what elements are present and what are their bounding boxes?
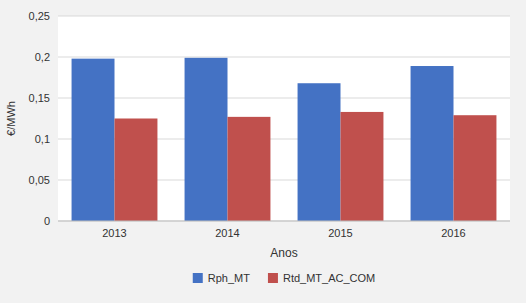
background (0, 0, 526, 303)
grid-line (58, 221, 510, 222)
x-tick-label: 2014 (215, 227, 239, 239)
legend-item: Rtd_MT_AC_COM (268, 272, 375, 284)
legend-item: Rph_MT (193, 272, 250, 284)
y-tick-label: 0,05 (29, 174, 50, 186)
y-tick-label: 0,2 (35, 51, 50, 63)
y-tick-label: 0,25 (29, 10, 50, 22)
bar (454, 115, 497, 221)
y-tick-label: 0,1 (35, 133, 50, 145)
bar (115, 119, 158, 222)
x-tick-label: 2015 (328, 227, 352, 239)
x-tick-label: 2016 (441, 227, 465, 239)
bar (298, 83, 341, 221)
bars (72, 58, 497, 221)
x-axis-line (58, 221, 510, 222)
y-axis: 0 0,05 0,1 0,15 0,2 0,25 (29, 10, 510, 227)
x-tick-label: 2013 (102, 227, 126, 239)
legend-label: Rph_MT (208, 272, 250, 284)
x-axis: 2013 2014 2015 2016 (58, 221, 510, 239)
bar (341, 112, 384, 221)
legend-label: Rtd_MT_AC_COM (283, 272, 375, 284)
x-axis-label: Anos (270, 246, 297, 260)
grid-line (58, 57, 510, 58)
bar (185, 58, 228, 221)
bar (411, 66, 454, 221)
legend: Rph_MT Rtd_MT_AC_COM (193, 272, 375, 284)
y-tick-label: 0,15 (29, 92, 50, 104)
bar (228, 117, 271, 221)
legend-swatch (268, 273, 278, 283)
legend-swatch (193, 273, 203, 283)
plot-area (58, 16, 510, 221)
bar (72, 59, 115, 221)
y-tick-label: 0 (44, 215, 50, 227)
chart: 0 0,05 0,1 0,15 0,2 0,25 2013 2014 2015 2016 Anos €… (0, 0, 526, 303)
grid-line (58, 16, 510, 17)
y-axis-label: €/MWh (5, 101, 17, 136)
